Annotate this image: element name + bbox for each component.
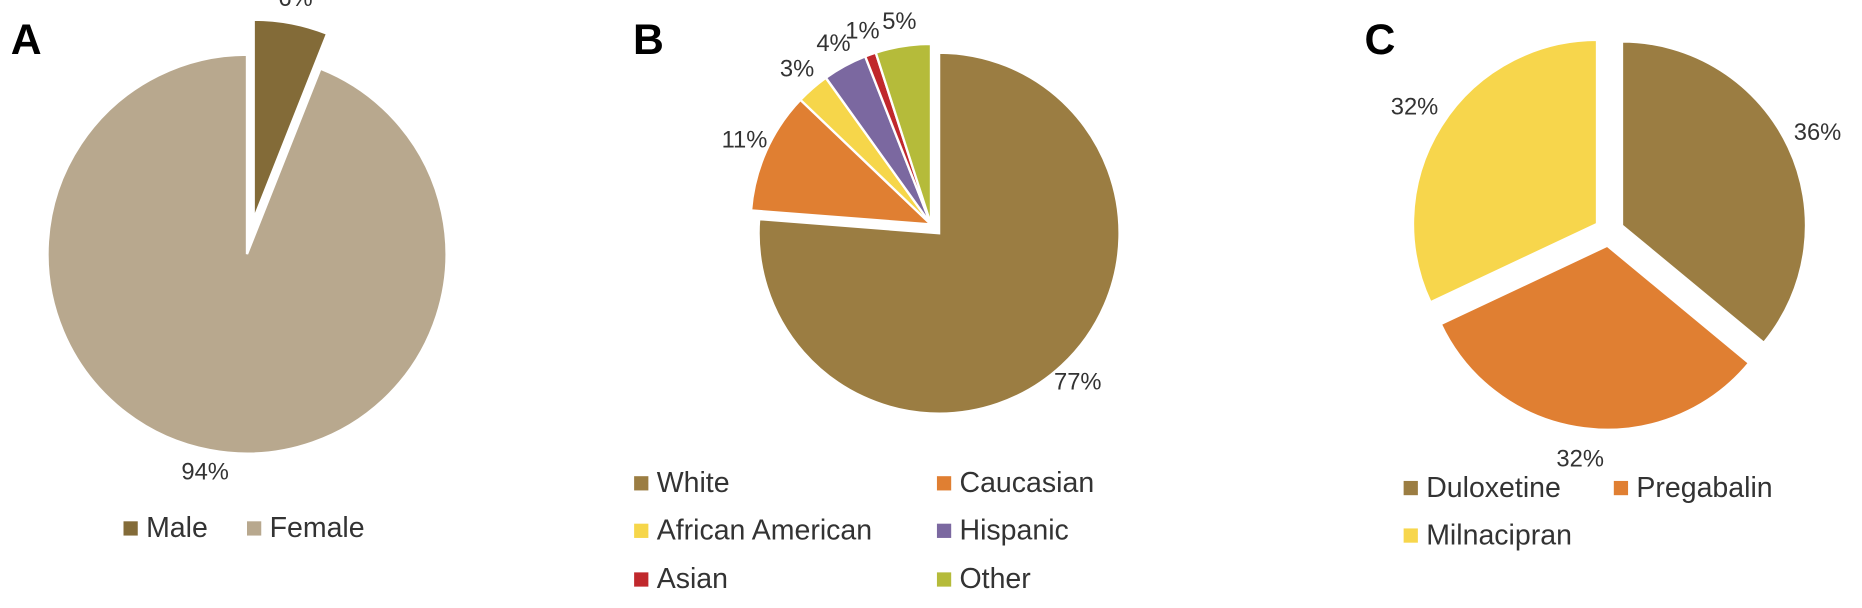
- pie-slice: [749, 98, 935, 226]
- legend-swatch: [1403, 528, 1418, 543]
- panel-label: A: [11, 16, 42, 64]
- pie-slice: [757, 51, 1121, 415]
- value-label: 4%: [816, 30, 850, 57]
- value-label: 3%: [780, 56, 814, 83]
- pie-slice: [1439, 244, 1751, 431]
- legend-swatch: [936, 476, 952, 491]
- legend-label: Pregabalin: [1636, 472, 1772, 504]
- pie-slice: [1411, 38, 1599, 304]
- legend-swatch: [1613, 480, 1629, 496]
- value-label: 6%: [278, 0, 312, 12]
- value-label: 94%: [181, 459, 229, 486]
- value-label: 11%: [722, 126, 768, 153]
- panel-label: C: [1364, 16, 1395, 64]
- legend-swatch: [123, 521, 138, 536]
- pie-slice: [874, 42, 933, 225]
- legend-swatch: [634, 572, 649, 587]
- legend-label: Female: [270, 512, 365, 544]
- legend-label: White: [657, 467, 730, 499]
- pie-slice: [46, 53, 448, 455]
- panel-label: B: [633, 16, 664, 64]
- legend-label: African American: [657, 515, 872, 547]
- value-label: 36%: [1794, 119, 1842, 146]
- legend-label: Caucasian: [960, 467, 1095, 499]
- legend-label: Duloxetine: [1426, 472, 1561, 504]
- value-label: 32%: [1556, 445, 1604, 472]
- value-label: 5%: [882, 8, 916, 35]
- legend-label: Hispanic: [960, 515, 1069, 547]
- legend-swatch: [634, 476, 649, 491]
- value-label: 32%: [1391, 93, 1439, 120]
- legend-swatch: [936, 572, 952, 587]
- value-label: 1%: [845, 17, 879, 44]
- legend-swatch: [247, 521, 262, 536]
- legend-label: Other: [960, 563, 1032, 595]
- value-label: 77%: [1054, 368, 1102, 395]
- legend-label: Milnacipran: [1426, 519, 1572, 551]
- legend-swatch: [1403, 480, 1418, 496]
- pie-slice: [1620, 40, 1808, 345]
- legend-label: Male: [146, 512, 208, 544]
- legend-swatch: [634, 523, 649, 538]
- legend-swatch: [936, 523, 952, 538]
- legend-label: Asian: [657, 563, 728, 595]
- pie-slice: [252, 18, 329, 220]
